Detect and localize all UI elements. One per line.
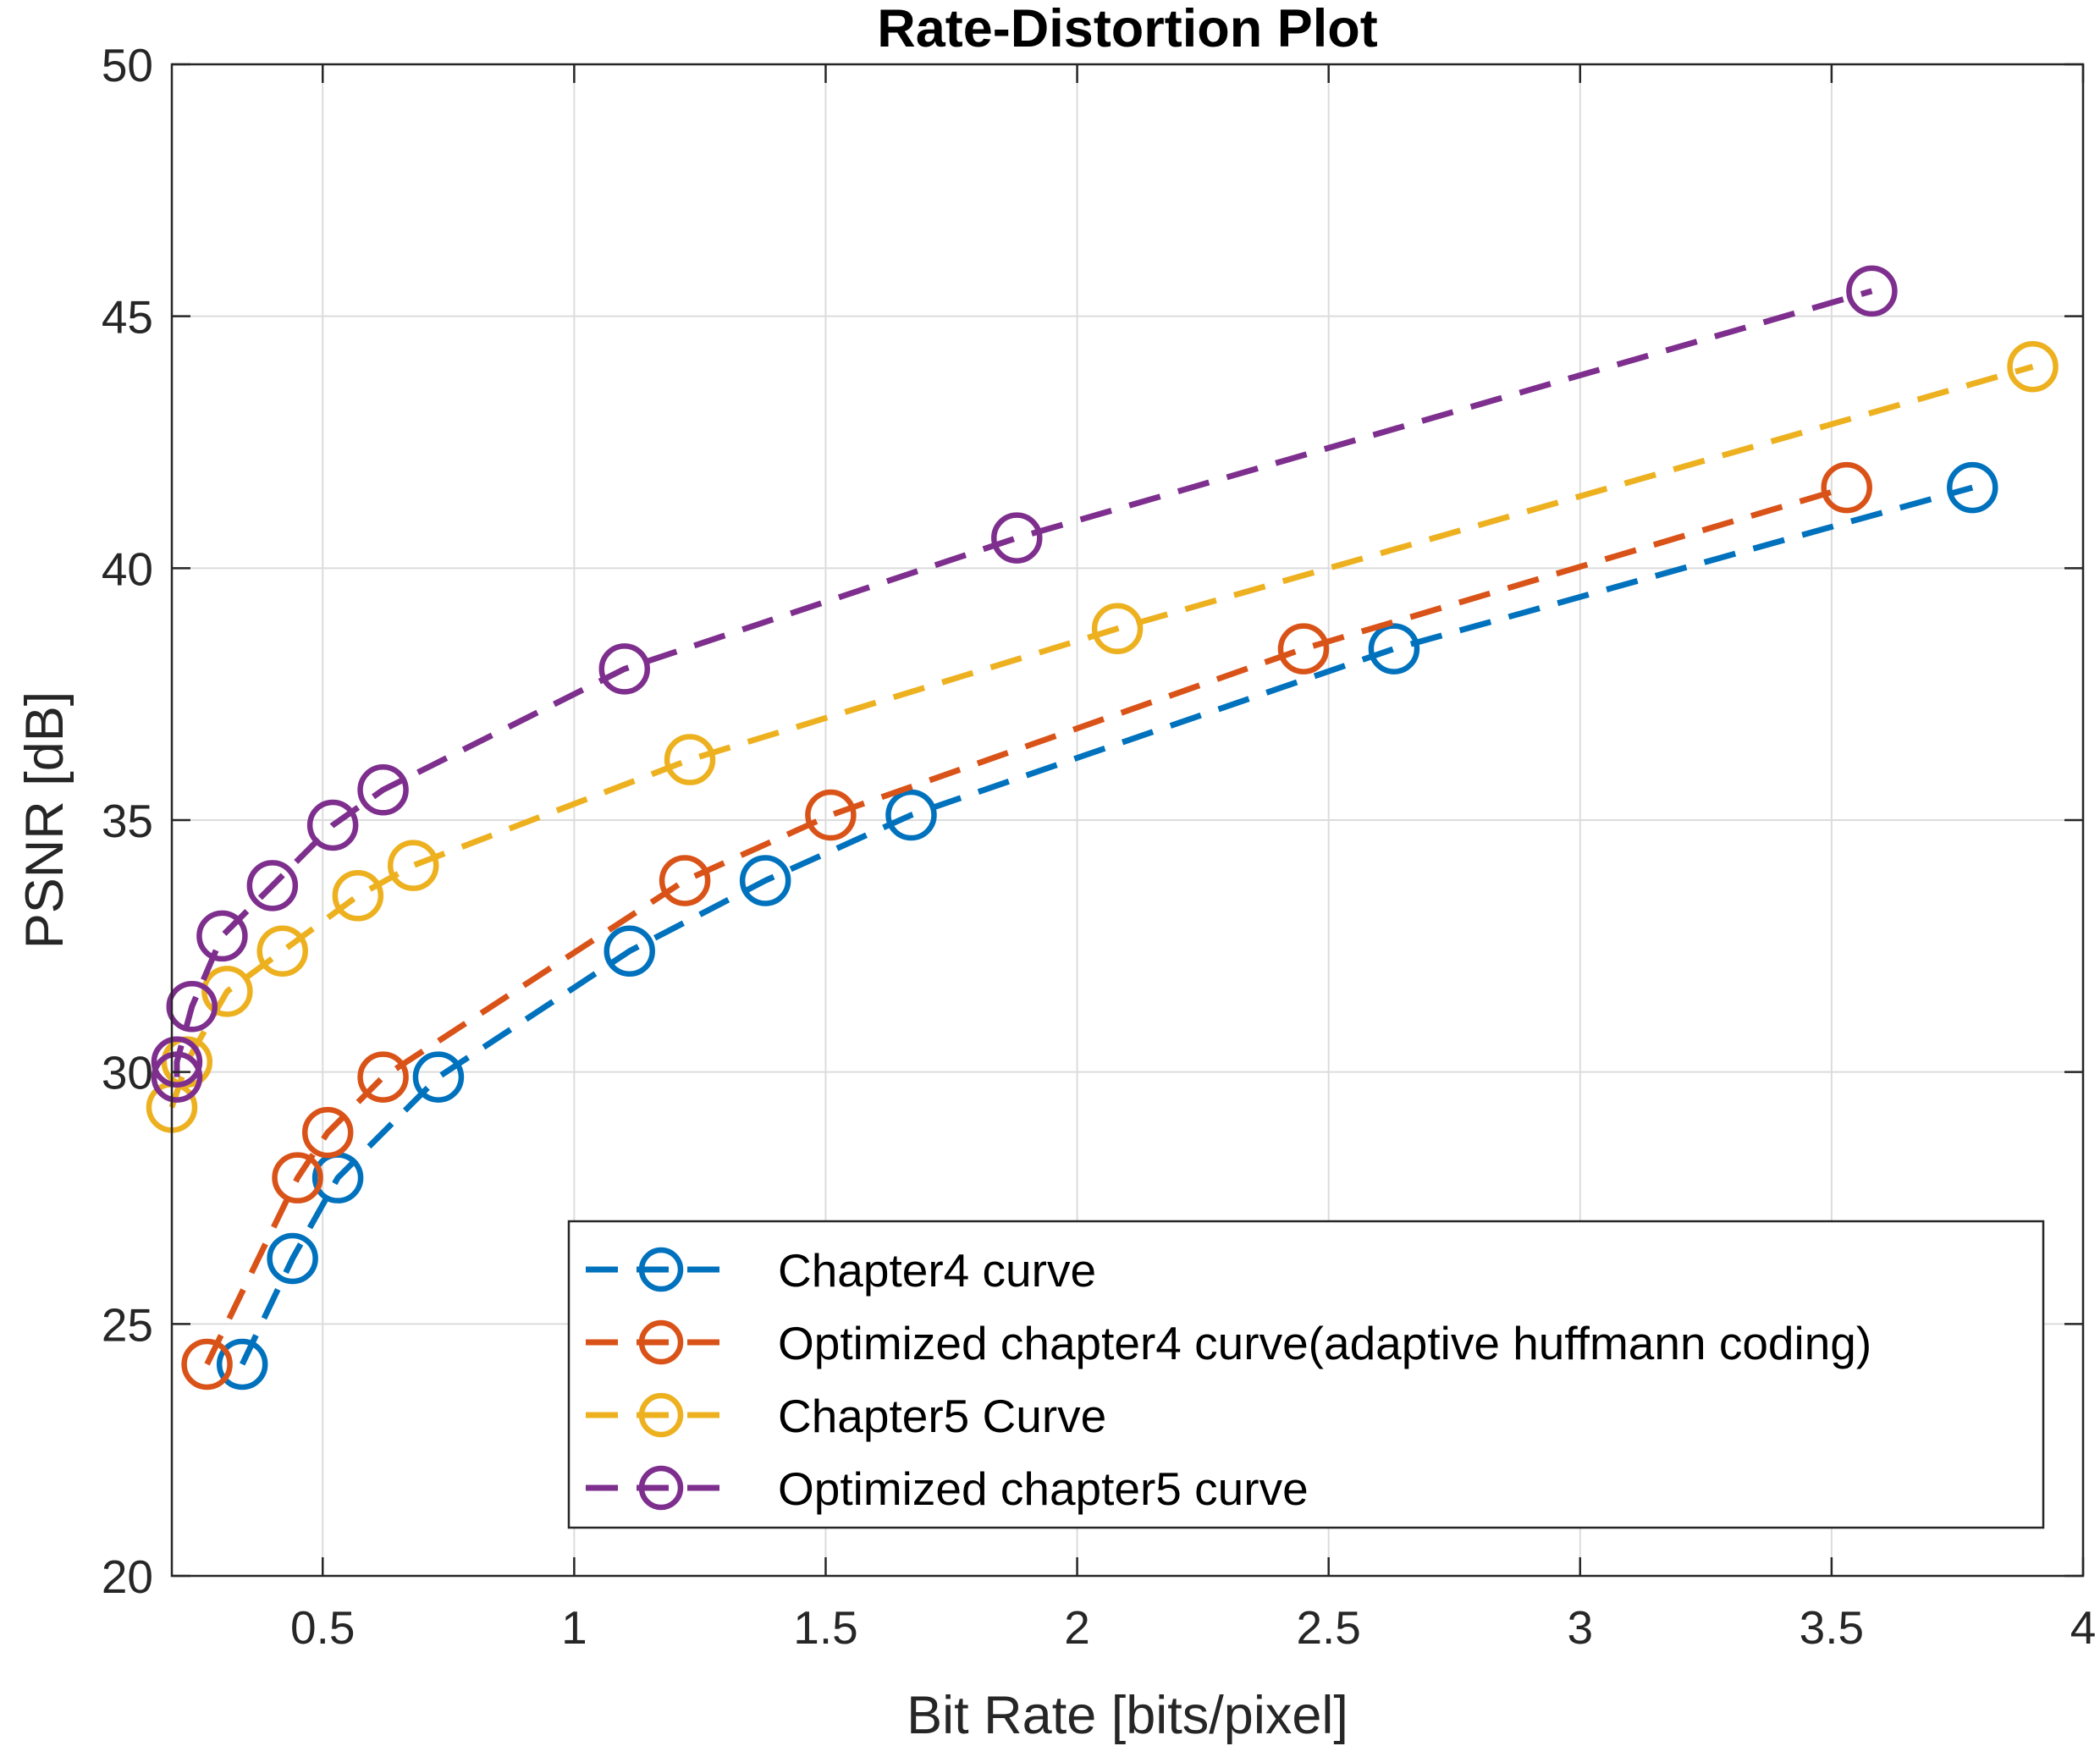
legend: Chapter4 curve Optimized chapter4 curve(a… (567, 1220, 2045, 1529)
x-tick-label: 2.5 (1296, 1601, 1360, 1654)
series-line (240, 484, 1974, 1366)
series-4 (151, 265, 1898, 1103)
data-point (1846, 265, 1898, 317)
legend-label: Chapter4 curve (778, 1244, 1096, 1297)
x-tick-label: 4 (2070, 1601, 2097, 1654)
legend-marker (638, 1319, 684, 1365)
series-2 (181, 461, 1872, 1391)
data-point (357, 1051, 409, 1103)
data-point (885, 789, 937, 841)
series-line (174, 288, 1873, 1077)
legend-label: Optimized chapter5 curve (778, 1462, 1309, 1515)
legend-item: Chapter4 curve (586, 1244, 1096, 1297)
data-point (805, 789, 857, 841)
legend-marker (638, 1247, 684, 1292)
data-point (151, 1036, 203, 1088)
data-point (604, 925, 655, 978)
x-tick-label: 1 (561, 1601, 587, 1654)
data-point (387, 840, 439, 891)
data-point (739, 855, 791, 906)
data-point (151, 1051, 203, 1103)
data-point (1277, 623, 1330, 675)
data-point (991, 512, 1043, 564)
y-tick-label: 40 (102, 543, 153, 595)
data-point (201, 966, 253, 1017)
x-tick-label: 3.5 (1800, 1601, 1864, 1654)
data-point (357, 764, 409, 816)
legend-box (567, 1220, 2045, 1529)
x-tick-label: 0.5 (290, 1601, 355, 1654)
data-point (181, 1338, 233, 1391)
data-point (272, 1152, 323, 1203)
y-tick-label: 20 (102, 1550, 153, 1603)
data-point (301, 1106, 354, 1159)
y-axis-label: PSNR [dB] (15, 691, 74, 950)
data-point (1821, 461, 1872, 514)
data-point (598, 643, 651, 695)
legend-label: Chapter5 Curve (778, 1390, 1106, 1442)
data-point (332, 870, 384, 922)
x-tick-label: 2 (1064, 1601, 1090, 1654)
axis-ticks: 0.5 1 1.5 2 2.5 3 3.5 4 20 25 30 35 40 45 50 (102, 39, 2096, 1654)
series-line (204, 484, 1848, 1366)
x-axis-label: Bit Rate [bits/pixel] (907, 1686, 1348, 1745)
data-point (216, 1338, 268, 1391)
series-line (168, 363, 2034, 1109)
legend-label: Optimized chapter4 curve(adaptive huffma… (778, 1317, 1871, 1369)
data-series (146, 265, 2059, 1391)
data-point (196, 910, 248, 962)
legend-item: Optimized chapter4 curve(adaptive huffma… (586, 1317, 1871, 1369)
y-tick-label: 25 (102, 1298, 153, 1351)
data-point (1368, 623, 1420, 675)
data-point (246, 860, 299, 912)
y-tick-label: 30 (102, 1047, 153, 1099)
data-point (412, 1051, 465, 1103)
x-tick-label: 3 (1567, 1601, 1593, 1654)
legend-marker (638, 1465, 684, 1511)
data-point (1947, 461, 1998, 514)
y-tick-label: 35 (102, 795, 153, 847)
data-point (256, 925, 308, 978)
data-point (267, 1232, 318, 1285)
x-tick-label: 1.5 (793, 1601, 857, 1654)
data-point (659, 855, 711, 906)
legend-item: Chapter5 Curve (586, 1390, 1106, 1442)
chart-title: Rate-Distortion Plot (877, 0, 1378, 58)
data-point (2007, 340, 2059, 393)
y-tick-label: 50 (102, 39, 153, 91)
data-point (306, 799, 359, 851)
data-point (1091, 603, 1144, 655)
legend-item: Optimized chapter5 curve (586, 1462, 1309, 1515)
series-1 (216, 461, 1998, 1391)
data-point (166, 981, 218, 1033)
y-tick-label: 45 (102, 291, 153, 344)
legend-marker (638, 1392, 684, 1438)
data-point (664, 734, 716, 785)
